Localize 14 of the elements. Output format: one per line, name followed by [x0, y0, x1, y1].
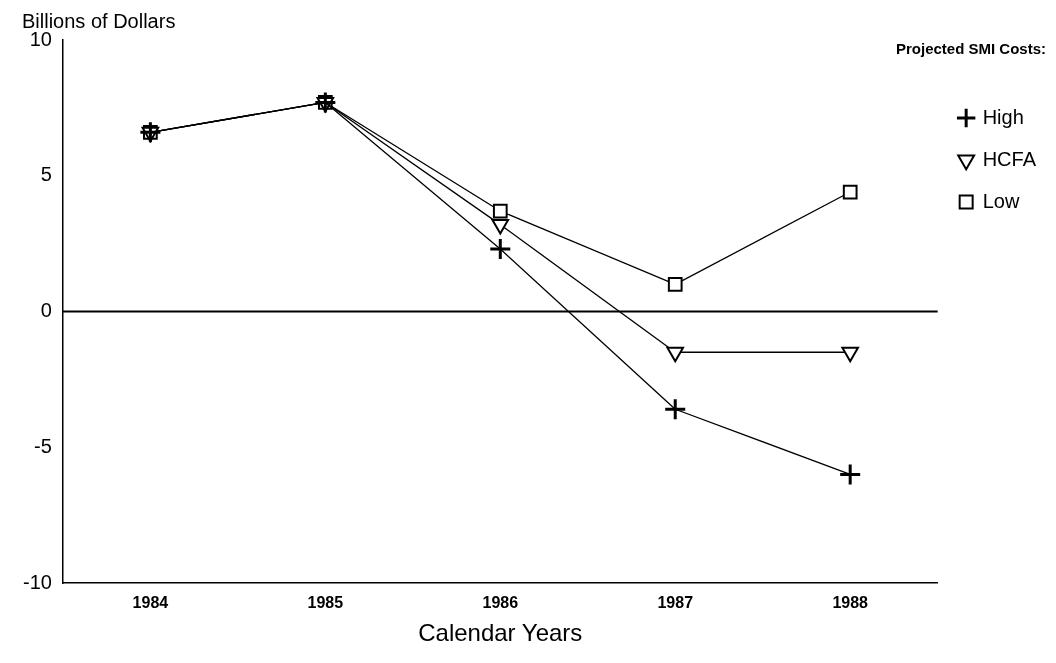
y-tick-label: -5 [34, 434, 52, 457]
y-tick-label: 0 [40, 299, 52, 322]
legend-label: High [982, 105, 1024, 128]
x-tick-label: 1987 [657, 594, 694, 612]
y-tick-label: -10 [23, 570, 52, 593]
x-tick-label: 1986 [482, 594, 519, 612]
x-tick-label: 1984 [132, 594, 169, 612]
legend-title: Projected SMI Costs: [895, 39, 1046, 57]
x-axis-title: Calendar Years [418, 619, 583, 647]
x-tick-label: 1988 [832, 594, 869, 612]
legend-label: HCFA [982, 147, 1037, 170]
x-tick-label: 1985 [307, 594, 344, 612]
legend-label: Low [982, 189, 1020, 212]
y-tick-label: 5 [40, 163, 52, 186]
